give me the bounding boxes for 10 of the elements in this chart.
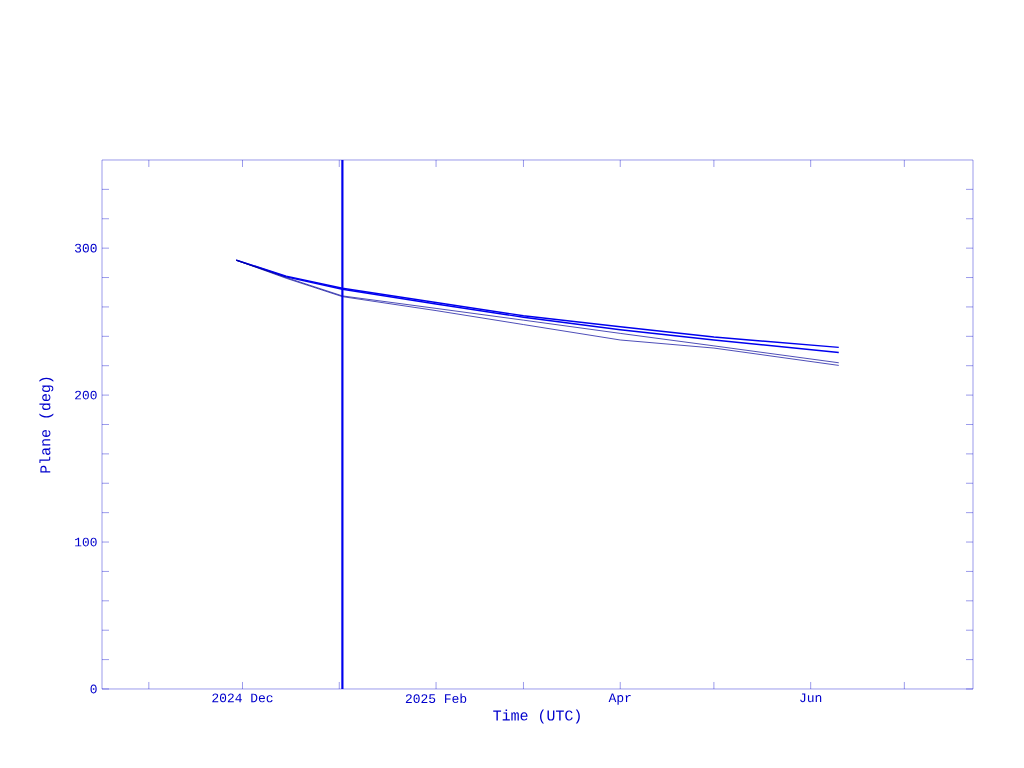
y-tick-label: 100 <box>75 537 97 547</box>
x-tick-label: 2025 Feb <box>405 693 467 704</box>
y-axis-title: Plane (deg) <box>39 377 54 473</box>
x-tick-label: Apr <box>608 693 631 705</box>
y-tick-label: 300 <box>74 243 97 253</box>
x-tick-label: Jun <box>800 693 822 703</box>
y-tick-label: 200 <box>75 390 97 400</box>
x-axis-title: Time (UTC) <box>493 709 580 724</box>
y-tick-label: 0 <box>90 684 97 694</box>
x-tick-label: 2024 Dec <box>212 693 273 703</box>
